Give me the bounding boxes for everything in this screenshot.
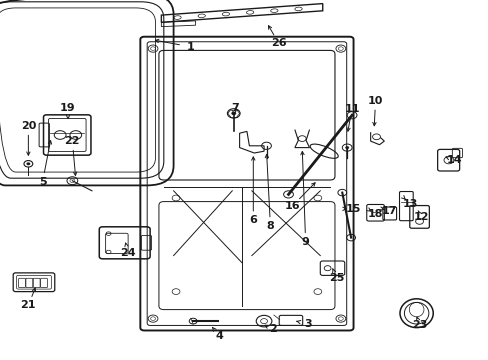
Text: 23: 23 bbox=[411, 320, 427, 330]
Text: 3: 3 bbox=[304, 319, 311, 329]
Text: 24: 24 bbox=[120, 248, 136, 258]
Text: 19: 19 bbox=[60, 103, 75, 113]
Text: 1: 1 bbox=[186, 42, 194, 52]
Text: 9: 9 bbox=[301, 237, 309, 247]
Text: 8: 8 bbox=[266, 221, 274, 231]
Text: 26: 26 bbox=[270, 38, 286, 48]
Text: 10: 10 bbox=[367, 96, 383, 106]
Text: 21: 21 bbox=[20, 300, 36, 310]
Text: 2: 2 bbox=[268, 324, 276, 334]
Text: 18: 18 bbox=[367, 209, 383, 219]
Text: 13: 13 bbox=[402, 199, 418, 210]
Text: 6: 6 bbox=[249, 215, 257, 225]
Text: 22: 22 bbox=[64, 136, 80, 146]
Text: 15: 15 bbox=[345, 204, 361, 214]
Text: 7: 7 bbox=[230, 103, 238, 113]
Text: 16: 16 bbox=[284, 201, 300, 211]
Circle shape bbox=[231, 112, 236, 115]
Text: 17: 17 bbox=[381, 206, 397, 216]
Text: 12: 12 bbox=[413, 212, 428, 222]
Text: 4: 4 bbox=[215, 330, 223, 341]
Text: 11: 11 bbox=[344, 104, 359, 114]
Circle shape bbox=[26, 162, 30, 165]
Text: 5: 5 bbox=[39, 177, 46, 187]
Text: 20: 20 bbox=[20, 121, 36, 131]
Text: 14: 14 bbox=[446, 155, 462, 165]
Text: 25: 25 bbox=[328, 273, 344, 283]
Circle shape bbox=[345, 146, 348, 149]
